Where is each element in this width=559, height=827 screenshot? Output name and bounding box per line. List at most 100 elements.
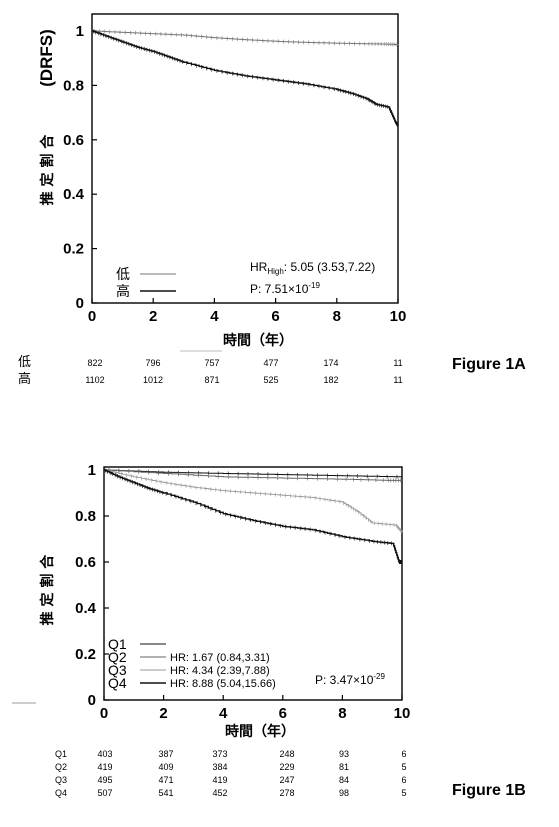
- risk-cell-1b: 541: [158, 788, 173, 798]
- risk-row-label-1b: Q4: [55, 788, 67, 798]
- hr-value-1a: : 5.05 (3.53,7.22): [284, 260, 375, 274]
- censor-marks-1b-Q3: [107, 469, 402, 534]
- y-tick-label-1b: 0.6: [75, 554, 96, 571]
- ylabel-drfs-1a: (DRFS): [37, 29, 56, 87]
- x-tick-label-1b: 0: [100, 705, 108, 722]
- figure-1a: 024681000.20.40.60.81 (DRFS) 推 定 割 合 時間（…: [18, 14, 526, 387]
- x-tick-label-1b: 4: [219, 705, 228, 722]
- risk-table-1a: 低 822 796 757 477 174 11 高 1102 1012 871 525 182 11: [18, 355, 403, 387]
- risk-cell-1b: 5: [401, 762, 406, 772]
- hr-prefix-1a: HR: [250, 260, 268, 274]
- series-line-1a-低: [92, 31, 398, 45]
- curves-1a: [92, 29, 398, 128]
- x-tick-label-1b: 10: [394, 705, 411, 722]
- censor-marks-1a-高: [93, 30, 397, 128]
- risk-cell-1b: 93: [339, 749, 349, 759]
- risk-cell-1b: 81: [339, 762, 349, 772]
- x-tick-label-1b: 2: [159, 705, 167, 722]
- y-tick-label-1b: 0.2: [75, 646, 96, 663]
- risk-row-label-1b: Q3: [55, 775, 67, 785]
- y-tick-label-1a: 1: [76, 23, 84, 40]
- axis-ticks-1a: 024681000.20.40.60.81: [63, 23, 406, 325]
- risk-cell-1b: 6: [401, 775, 406, 785]
- hr-annotation-1a: HRHigh: 5.05 (3.53,7.22): [250, 260, 375, 276]
- figure-label-1a: Figure 1A: [452, 356, 526, 373]
- risk-cell-1b: 229: [279, 762, 294, 772]
- y-tick-label-1a: 0.2: [63, 241, 84, 258]
- p-text-1a: P: 7.51×10: [250, 282, 309, 296]
- legend-1b: Q1Q2HR: 1.67 (0.84,3.31)Q3HR: 4.34 (2.39…: [108, 636, 276, 691]
- censor-marks-1b-Q4: [105, 469, 402, 564]
- legend-hr-Q3: HR: 4.34 (2.39,7.88): [170, 665, 270, 677]
- risk-cell-1a: 11: [393, 358, 402, 368]
- risk-cell-1b: 247: [279, 775, 294, 785]
- risk-cell-1b: 419: [212, 775, 227, 785]
- risk-row-label-1b: Q2: [55, 762, 67, 772]
- risk-cell-1a: 182: [323, 375, 338, 385]
- p-exp-1a: -19: [308, 281, 320, 290]
- x-tick-label-1b: 6: [279, 705, 287, 722]
- risk-cell-1b: 471: [158, 775, 173, 785]
- series-line-1b-Q4: [104, 470, 402, 562]
- risk-cell-1a: 174: [323, 358, 338, 368]
- risk-cell-1b: 409: [158, 762, 173, 772]
- risk-cell-1a: 822: [87, 358, 102, 368]
- ylabel-main-1b: 推 定 割 合: [39, 554, 56, 626]
- curves-1b: [104, 468, 402, 564]
- figure-1b: 0 2 4 6 8 10 0 0.2 0.4 0.6 0.8 1 推 定 割 合 時間（年） Q1Q2…: [12, 462, 526, 799]
- risk-cell-1b: 5: [401, 788, 406, 798]
- risk-cell-1a: 757: [204, 358, 219, 368]
- risk-cell-1b: 6: [401, 749, 406, 759]
- y-tick-label-1b: 0.8: [75, 508, 96, 525]
- ylabel-main-1a: 推 定 割 合: [39, 134, 56, 206]
- legend-hr-Q4: HR: 8.88 (5.04,15.66): [170, 678, 276, 690]
- risk-cell-1a: 1012: [143, 375, 163, 385]
- risk-cell-1a: 477: [263, 358, 278, 368]
- p-annotation-1a: P: 7.51×10-19: [250, 281, 321, 296]
- x-tick-label-1a: 10: [390, 308, 407, 325]
- x-tick-label-1a: 6: [271, 308, 279, 325]
- y-tick-label-1a: 0: [76, 295, 84, 312]
- risk-row-label-1a: 高: [18, 371, 31, 387]
- risk-cell-1a: 871: [204, 375, 219, 385]
- risk-cell-1b: 387: [158, 749, 173, 759]
- risk-row-label-1a: 低: [18, 355, 31, 370]
- figure-label-1b: Figure 1B: [452, 782, 526, 799]
- series-line-1a-高: [92, 31, 398, 126]
- y-tick-label-1b: 1: [88, 462, 96, 479]
- x-tick-label-1a: 4: [210, 308, 219, 325]
- legend-label-low-1a: 低: [116, 267, 130, 283]
- legend-label-high-1a: 高: [116, 283, 130, 300]
- risk-cell-1a: 1102: [85, 375, 104, 385]
- p-exp-1b: -29: [373, 672, 385, 681]
- risk-table-1b: Q1403387373248936Q2419409384229815Q34954…: [55, 749, 407, 798]
- risk-cell-1b: 403: [97, 749, 112, 759]
- risk-cell-1b: 419: [97, 762, 112, 772]
- risk-cell-1a: 796: [145, 358, 160, 368]
- risk-cell-1a: 11: [393, 375, 402, 385]
- risk-cell-1b: 373: [212, 749, 227, 759]
- hr-sub-1a: High: [267, 267, 283, 276]
- risk-cell-1b: 384: [212, 762, 227, 772]
- y-tick-label-1a: 0.4: [63, 186, 85, 203]
- y-tick-label-1b: 0.4: [75, 600, 97, 617]
- y-tick-label-1a: 0.8: [63, 77, 84, 94]
- risk-cell-1b: 507: [97, 788, 112, 798]
- risk-cell-1b: 278: [279, 788, 294, 798]
- xlabel-1b: 時間（年）: [225, 723, 295, 740]
- p-annotation-1b: P: 3.47×10-29: [315, 672, 386, 687]
- p-text-1b: P: 3.47×10: [315, 673, 374, 687]
- risk-cell-1b: 98: [339, 788, 349, 798]
- x-tick-label-1b: 8: [338, 705, 346, 722]
- legend-label-Q4: Q4: [108, 675, 127, 691]
- risk-cell-1a: 525: [263, 375, 278, 385]
- risk-cell-1b: 495: [97, 775, 112, 785]
- x-tick-label-1a: 2: [149, 308, 157, 325]
- y-tick-label-1a: 0.6: [63, 132, 84, 149]
- risk-cell-1b: 84: [339, 775, 349, 785]
- x-tick-label-1a: 0: [88, 308, 96, 325]
- legend-hr-Q2: HR: 1.67 (0.84,3.31): [170, 652, 270, 664]
- y-tick-label-1b: 0: [88, 692, 96, 709]
- risk-cell-1b: 248: [279, 749, 294, 759]
